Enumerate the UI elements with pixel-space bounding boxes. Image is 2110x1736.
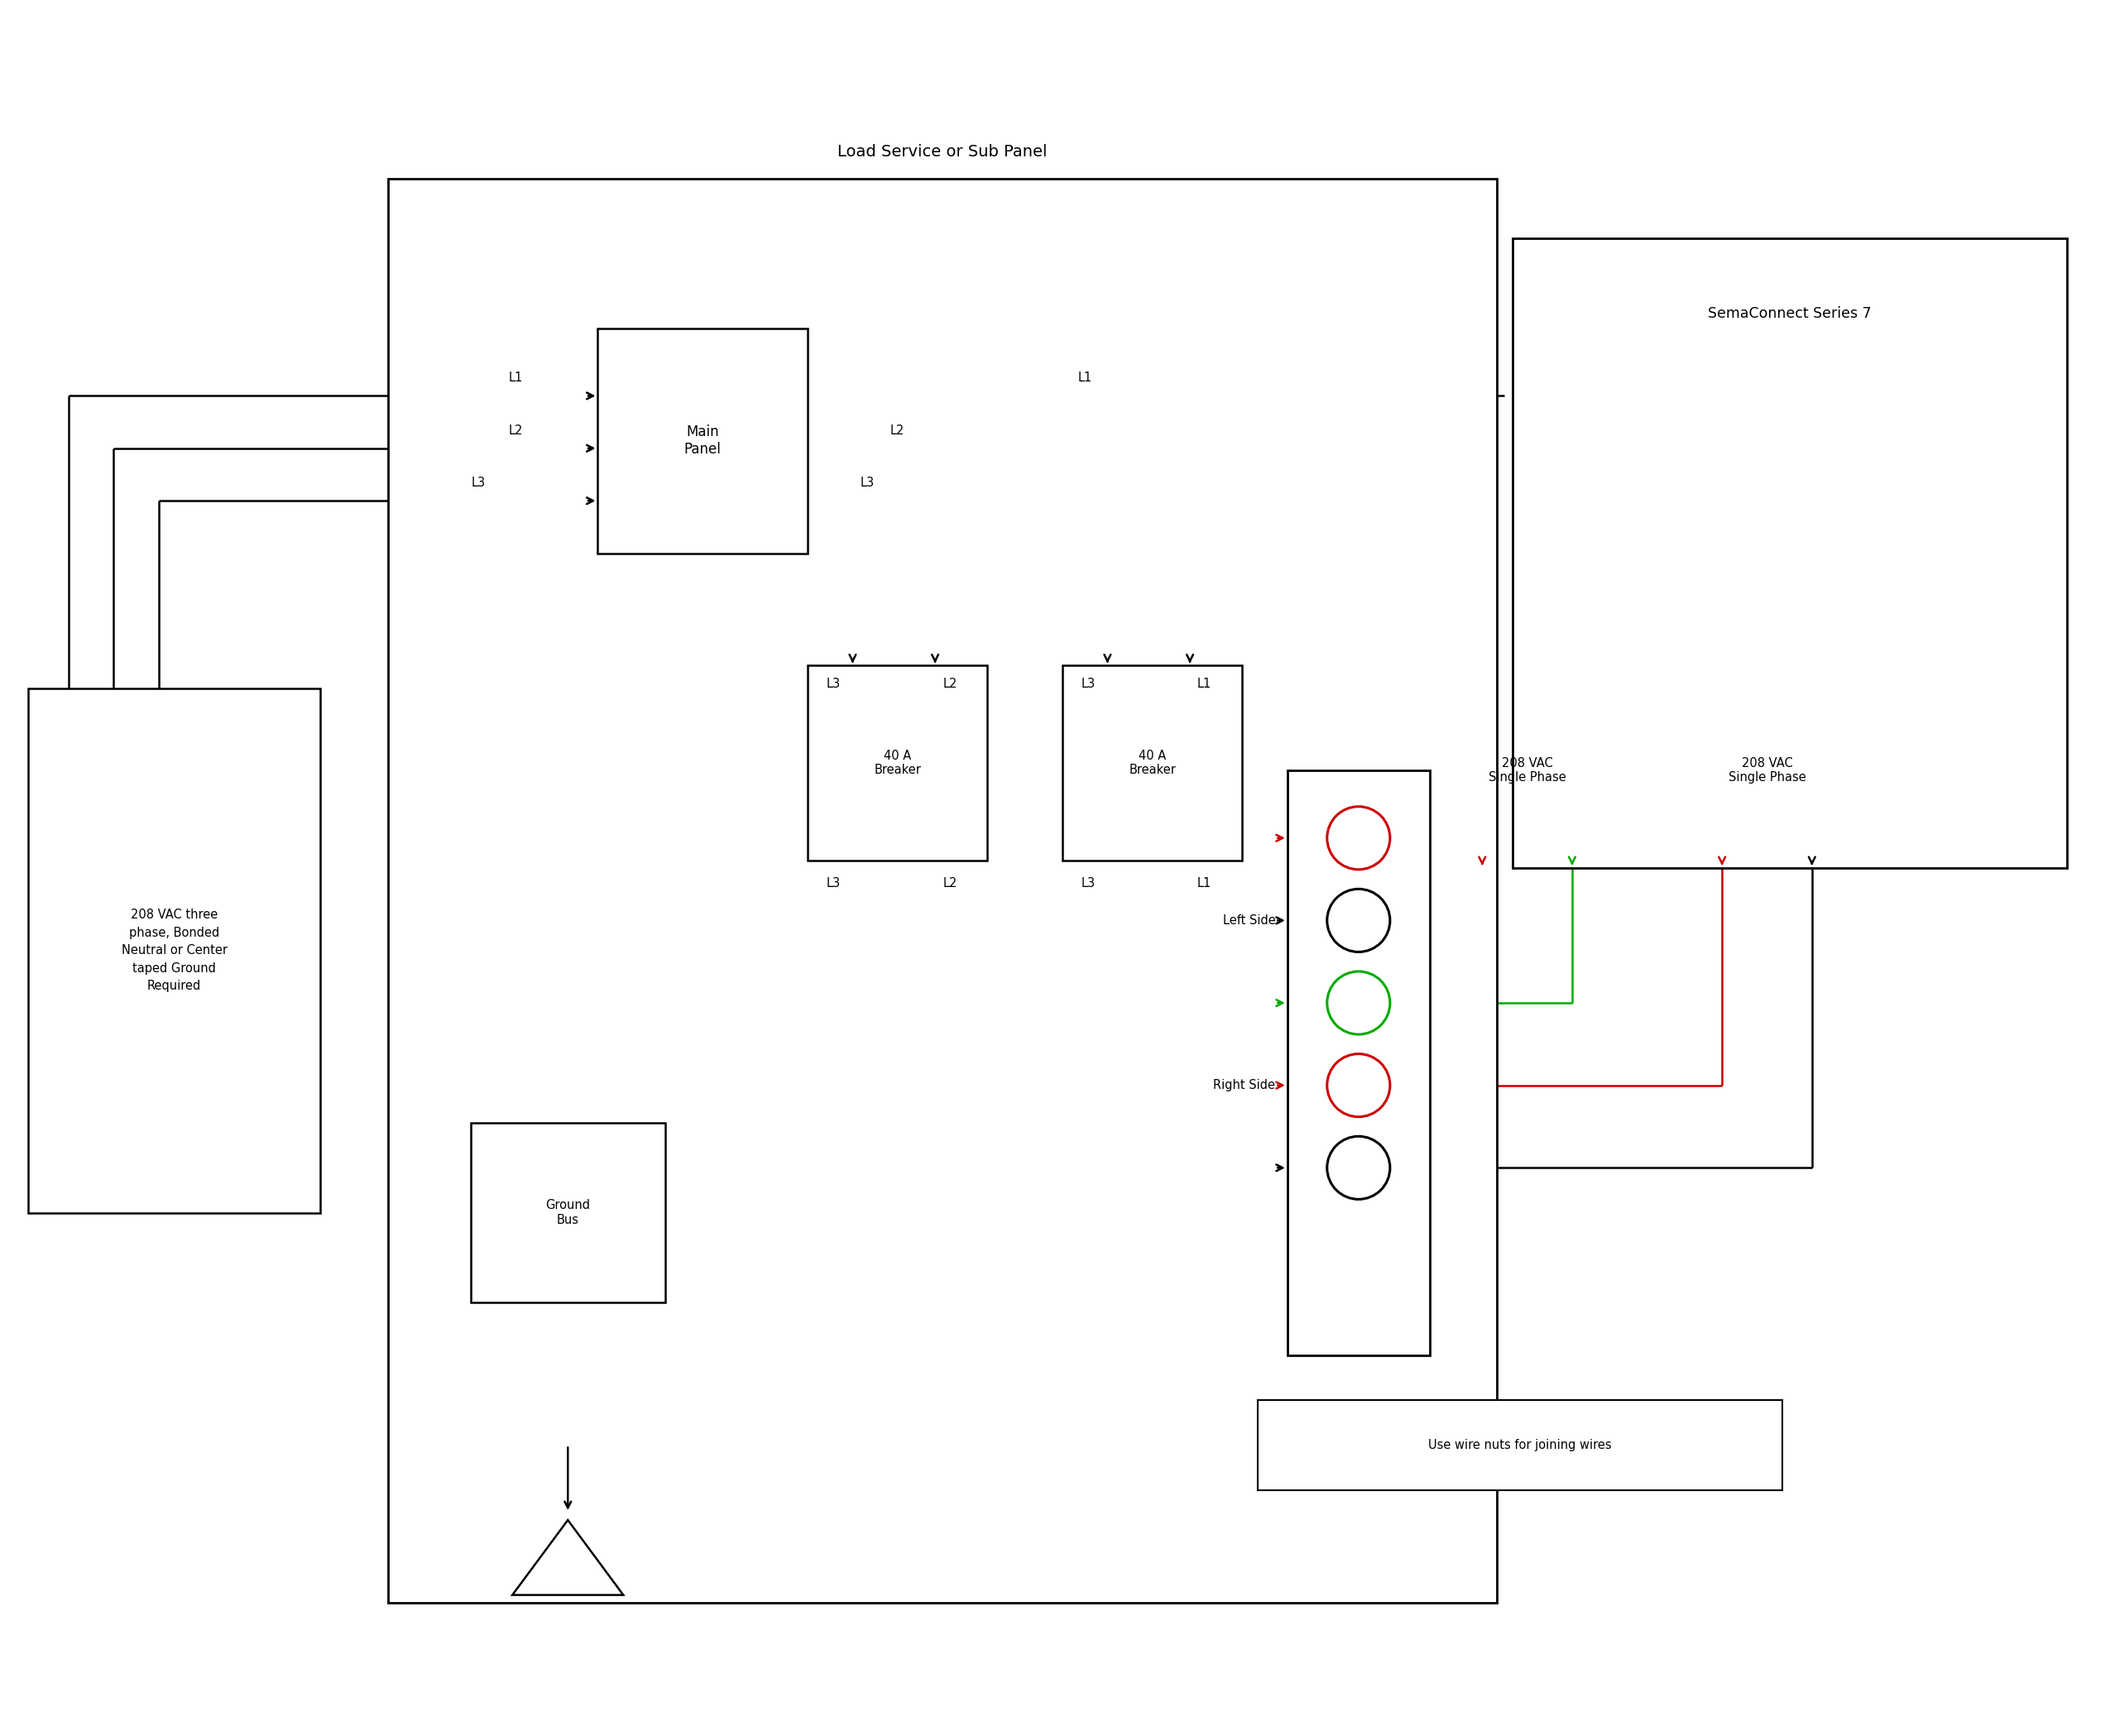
Text: L3: L3 [1080, 677, 1095, 689]
Text: 40 A
Breaker: 40 A Breaker [1129, 750, 1175, 776]
Text: L2: L2 [890, 424, 905, 436]
FancyBboxPatch shape [1513, 238, 2068, 868]
FancyBboxPatch shape [597, 328, 808, 554]
FancyBboxPatch shape [1258, 1401, 1783, 1489]
Text: Right Side: Right Side [1213, 1080, 1274, 1092]
Text: Load Service or Sub Panel: Load Service or Sub Panel [838, 144, 1047, 160]
Text: 208 VAC three
phase, Bonded
Neutral or Center
taped Ground
Required: 208 VAC three phase, Bonded Neutral or C… [122, 908, 228, 993]
Text: SemaConnect Series 7: SemaConnect Series 7 [1707, 306, 1872, 321]
Text: L1: L1 [509, 372, 523, 384]
Text: L2: L2 [943, 677, 958, 689]
Text: L3: L3 [471, 477, 485, 490]
Text: L1: L1 [1196, 877, 1211, 889]
Text: Use wire nuts for joining wires: Use wire nuts for joining wires [1428, 1439, 1612, 1451]
Text: Left Side: Left Side [1222, 915, 1274, 927]
Text: L2: L2 [943, 877, 958, 889]
Text: L1: L1 [1078, 372, 1093, 384]
Text: L2: L2 [509, 424, 523, 436]
Text: 40 A
Breaker: 40 A Breaker [874, 750, 922, 776]
FancyBboxPatch shape [388, 179, 1498, 1602]
Text: 208 VAC
Single Phase: 208 VAC Single Phase [1728, 757, 1806, 785]
Text: L3: L3 [827, 877, 840, 889]
Text: Main
Panel: Main Panel [684, 425, 722, 457]
FancyBboxPatch shape [1063, 665, 1243, 861]
Text: Ground
Bus: Ground Bus [546, 1200, 591, 1226]
Text: L3: L3 [827, 677, 840, 689]
Text: L1: L1 [1196, 677, 1211, 689]
FancyBboxPatch shape [808, 665, 987, 861]
FancyBboxPatch shape [27, 687, 321, 1213]
Text: L3: L3 [861, 477, 876, 490]
Text: L3: L3 [1080, 877, 1095, 889]
FancyBboxPatch shape [1287, 771, 1431, 1356]
FancyBboxPatch shape [471, 1123, 665, 1302]
Text: 208 VAC
Single Phase: 208 VAC Single Phase [1488, 757, 1566, 785]
